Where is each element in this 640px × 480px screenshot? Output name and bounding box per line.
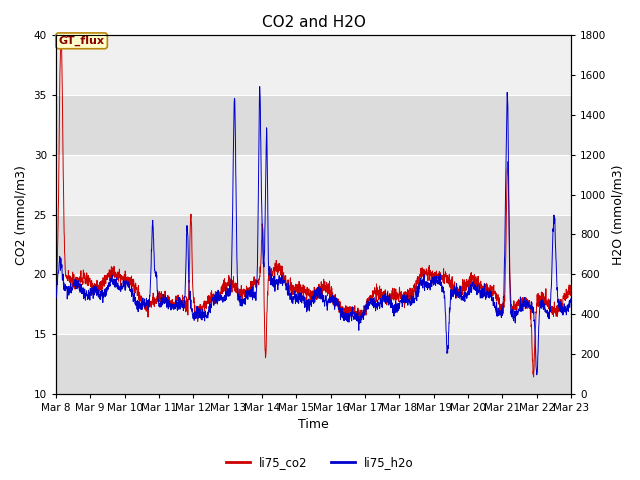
Bar — [56, 36, 571, 95]
Legend: li75_co2, li75_h2o: li75_co2, li75_h2o — [221, 452, 419, 474]
Bar — [56, 275, 571, 334]
Text: GT_flux: GT_flux — [59, 36, 104, 46]
Bar — [56, 155, 571, 215]
X-axis label: Time: Time — [298, 419, 329, 432]
Y-axis label: CO2 (mmol/m3): CO2 (mmol/m3) — [15, 165, 28, 264]
Bar — [56, 215, 571, 275]
Bar — [56, 334, 571, 394]
Bar — [56, 95, 571, 155]
Y-axis label: H2O (mmol/m3): H2O (mmol/m3) — [612, 164, 625, 265]
Title: CO2 and H2O: CO2 and H2O — [262, 15, 365, 30]
